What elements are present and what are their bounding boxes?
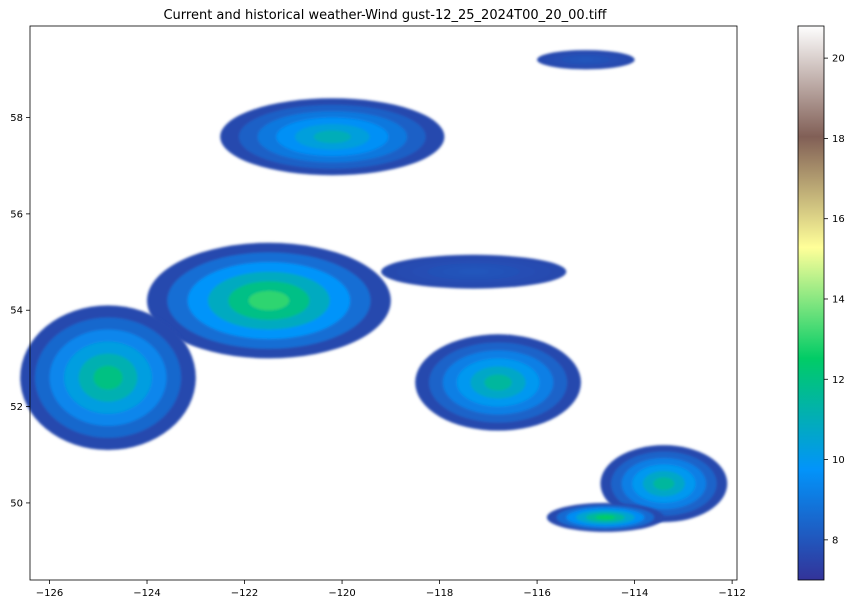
colorbar-tick-label: 12: [832, 375, 845, 386]
y-tick-label: 56: [10, 209, 23, 220]
gust-region: [415, 334, 581, 431]
colorbar-tick-label: 10: [832, 455, 845, 466]
gust-region: [20, 305, 196, 450]
colorbar-ticks: 8 10 12 14 16 18 20: [824, 54, 845, 546]
plot-area: −126 −124 −122 −120 −118 −116 −114 −112 5052545…: [10, 25, 746, 599]
x-tick-label: −122: [231, 588, 258, 599]
colorbar-tick-label: 8: [832, 535, 838, 546]
gust-region: [381, 254, 567, 289]
gust-contour: [93, 365, 123, 390]
colorbar: 8 10 12 14 16 18 20: [797, 25, 845, 581]
x-tick-label: −116: [523, 588, 550, 599]
y-axis: 50 52 54 56 58: [10, 113, 30, 509]
gust-region: [537, 50, 635, 70]
gust-region: [546, 502, 664, 532]
gust-contour: [577, 58, 594, 62]
gust-contour: [484, 374, 512, 391]
colorbar-tick-label: 20: [832, 54, 845, 65]
x-tick-label: −118: [426, 588, 453, 599]
gust-region: [600, 445, 728, 523]
x-tick-label: −126: [36, 588, 63, 599]
gust-contour: [313, 130, 352, 144]
wind-gust-field: [20, 50, 728, 532]
x-tick-label: −120: [328, 588, 355, 599]
x-tick-label: −124: [133, 588, 160, 599]
gust-region: [220, 98, 445, 176]
chart-title: Current and historical weather-Wind gust…: [163, 8, 607, 23]
colorbar-tick-label: 14: [832, 294, 845, 305]
colorbar-gradient: [797, 25, 825, 581]
gust-contour: [248, 290, 290, 311]
y-tick-label: 52: [10, 402, 23, 413]
y-tick-label: 58: [10, 113, 23, 124]
y-tick-label: 54: [10, 306, 23, 317]
x-axis: −126 −124 −122 −120 −118 −116 −114 −112: [36, 580, 746, 599]
x-tick-label: −114: [621, 588, 648, 599]
gust-contour: [653, 477, 675, 491]
x-tick-label: −112: [718, 588, 745, 599]
gust-region: [147, 242, 391, 359]
colorbar-tick-label: 16: [832, 214, 845, 225]
colorbar-tick-label: 18: [832, 134, 845, 145]
plot-frame: [29, 25, 738, 581]
gust-contour: [595, 514, 616, 520]
y-tick-label: 50: [10, 498, 23, 509]
gust-contour: [458, 268, 490, 275]
